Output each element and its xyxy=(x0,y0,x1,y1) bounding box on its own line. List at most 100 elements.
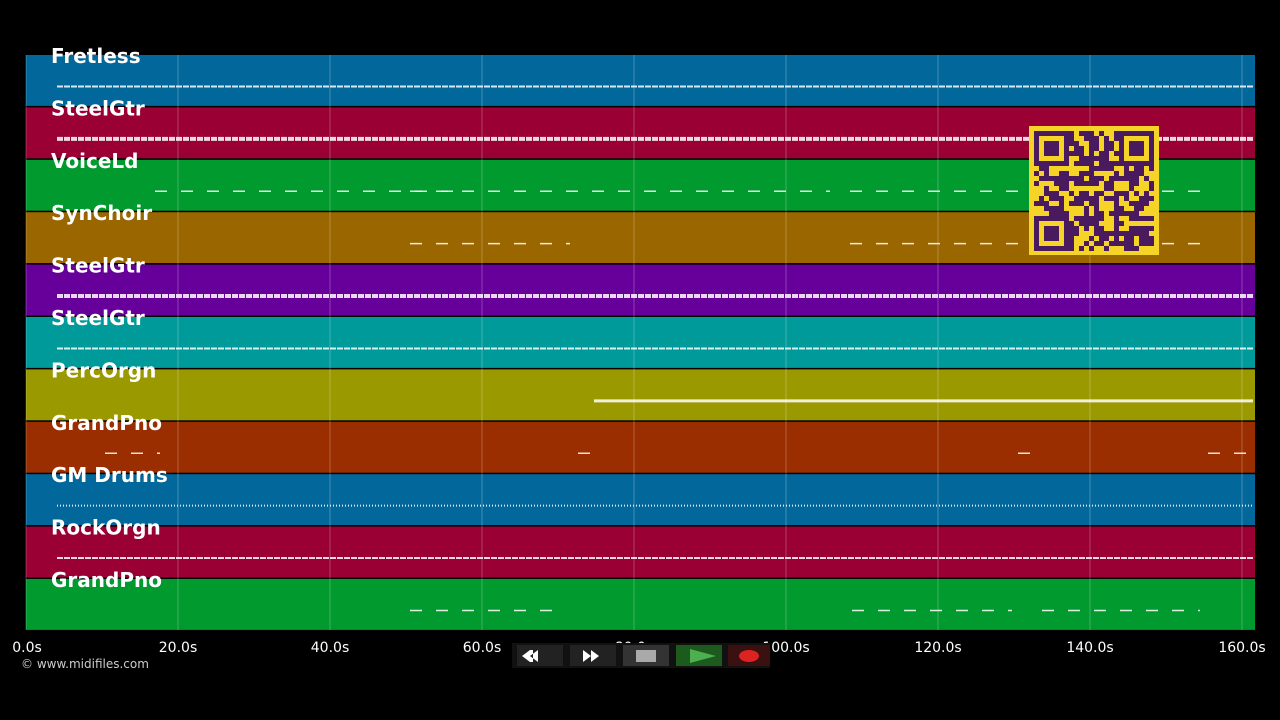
qr-module xyxy=(1089,216,1094,221)
qr-module xyxy=(1084,156,1089,161)
qr-module xyxy=(1044,166,1049,171)
qr-module xyxy=(1064,186,1069,191)
qr-module xyxy=(1104,186,1109,191)
qr-module xyxy=(1079,216,1084,221)
qr-module xyxy=(1099,166,1104,171)
qr-module xyxy=(1149,181,1154,186)
qr-module xyxy=(1094,166,1099,171)
qr-module xyxy=(1054,196,1059,201)
qr-module xyxy=(1129,216,1134,221)
grid xyxy=(25,55,1243,630)
qr-module xyxy=(1129,236,1134,241)
qr-module xyxy=(1124,246,1129,251)
qr-module xyxy=(1044,176,1049,181)
qr-module xyxy=(1089,246,1094,251)
qr-module xyxy=(1089,141,1094,146)
qr-module xyxy=(1119,231,1124,236)
qr-module xyxy=(1044,206,1049,211)
qr-module xyxy=(1114,216,1119,221)
qr-module xyxy=(1094,241,1099,246)
qr-module xyxy=(1139,236,1144,241)
qr-module xyxy=(1114,191,1119,196)
qr-module xyxy=(1069,246,1074,251)
qr-module xyxy=(1069,141,1074,146)
qr-module xyxy=(1094,191,1099,196)
qr-module xyxy=(1074,151,1079,156)
qr-module xyxy=(1149,226,1154,231)
qr-module xyxy=(1134,191,1139,196)
qr-module xyxy=(1149,236,1154,241)
labels: Fretless SteelGtr VoiceLd SynChoir SteelGtr S… xyxy=(51,44,168,592)
time-tick-label: 160.0s xyxy=(1218,640,1265,656)
qr-module xyxy=(1094,201,1099,206)
qr-module xyxy=(1109,166,1114,171)
qr-module xyxy=(1119,176,1124,181)
qr-module xyxy=(1134,206,1139,211)
qr-module xyxy=(1049,191,1054,196)
qr-module xyxy=(1129,246,1134,251)
qr-module xyxy=(1049,176,1054,181)
qr-module xyxy=(1084,131,1089,136)
qr-module xyxy=(1144,231,1149,236)
qr-module xyxy=(1104,161,1109,166)
qr-module xyxy=(1084,211,1089,216)
track-name: Fretless xyxy=(51,44,141,68)
qr-module xyxy=(1044,191,1049,196)
qr-module xyxy=(1089,146,1094,151)
qr-module xyxy=(1099,191,1104,196)
qr-module xyxy=(1124,166,1129,171)
qr-module xyxy=(1104,156,1109,161)
qr-module xyxy=(1139,241,1144,246)
qr-module xyxy=(1119,221,1124,226)
qr-module xyxy=(1069,136,1074,141)
record-button[interactable] xyxy=(728,645,770,666)
qr-module xyxy=(1119,241,1124,246)
qr-module xyxy=(1079,246,1084,251)
qr-module xyxy=(1089,201,1094,206)
qr-module xyxy=(1099,241,1104,246)
qr-module xyxy=(1044,201,1049,206)
qr-module xyxy=(1074,201,1079,206)
qr-module xyxy=(1089,166,1094,171)
qr-module xyxy=(1114,161,1119,166)
qr-module xyxy=(1099,231,1104,236)
qr-module xyxy=(1109,141,1114,146)
qr-module xyxy=(1089,171,1094,176)
qr-module xyxy=(1074,196,1079,201)
qr-module xyxy=(1104,196,1109,201)
qr-module xyxy=(1124,231,1129,236)
qr-module xyxy=(1044,226,1059,241)
qr-module xyxy=(1124,176,1129,181)
qr-module xyxy=(1129,176,1134,181)
qr-module xyxy=(1144,191,1149,196)
qr-module xyxy=(1044,186,1049,191)
qr-module xyxy=(1139,201,1144,206)
stop-button[interactable] xyxy=(623,645,669,666)
qr-module xyxy=(1144,226,1149,231)
qr-module xyxy=(1094,231,1099,236)
qr-module xyxy=(1054,206,1059,211)
qr-module xyxy=(1099,176,1104,181)
qr-module xyxy=(1054,176,1059,181)
qr-module xyxy=(1139,231,1144,236)
qr-module xyxy=(1139,226,1144,231)
track-lane xyxy=(26,264,1255,316)
qr-module xyxy=(1144,241,1149,246)
forward-button[interactable] xyxy=(570,645,616,666)
qr-module xyxy=(1074,231,1079,236)
qr-module xyxy=(1094,141,1099,146)
qr-module xyxy=(1099,226,1104,231)
qr-module xyxy=(1099,151,1104,156)
qr-module xyxy=(1134,201,1139,206)
time-tick-label: 40.0s xyxy=(311,640,349,656)
qr-module xyxy=(1084,161,1089,166)
qr-module xyxy=(1114,171,1119,176)
qr-module xyxy=(1104,246,1109,251)
qr-module xyxy=(1094,216,1099,221)
rewind-button[interactable] xyxy=(517,645,563,666)
qr-module xyxy=(1094,176,1099,181)
qr-module xyxy=(1114,206,1119,211)
track-name: SynChoir xyxy=(51,201,152,225)
play-button[interactable] xyxy=(676,645,722,666)
